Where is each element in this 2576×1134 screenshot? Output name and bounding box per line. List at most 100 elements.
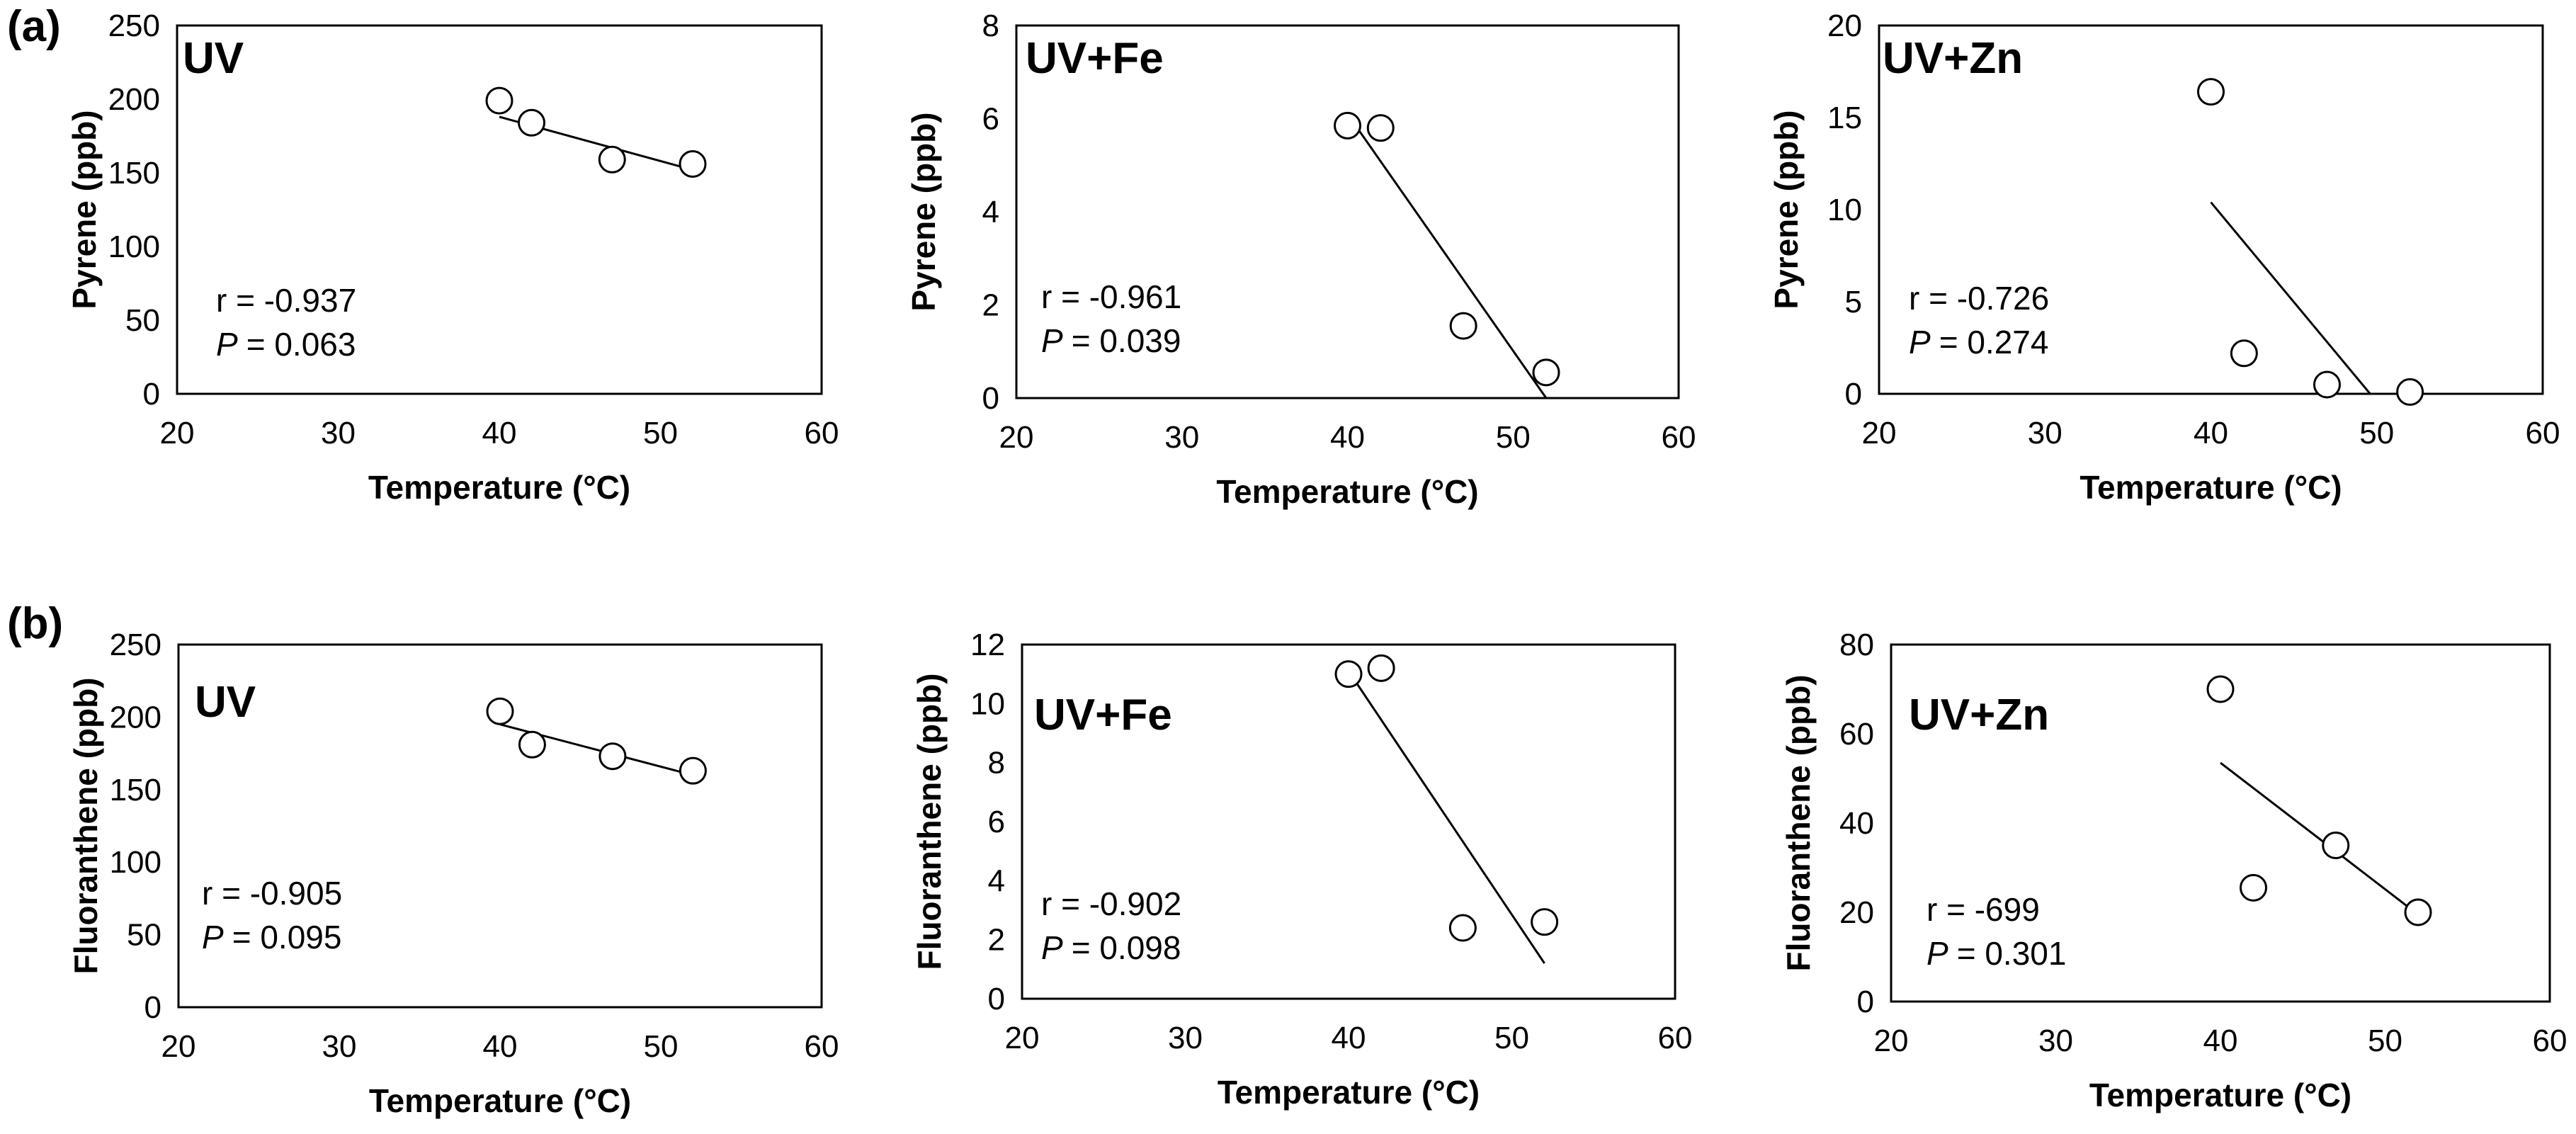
trendline: [1346, 113, 1548, 399]
y-tick-label: 6: [982, 102, 999, 137]
panel-label-b: (b): [7, 599, 64, 648]
x-tick-label: 20: [999, 420, 1034, 455]
y-axis-title: Pyrene (ppb): [66, 110, 103, 309]
chart-a1: 20 30 40 50 60 0 50 100 150 200 250 Temperature (°C…: [66, 8, 839, 506]
plot-frame: [176, 24, 823, 395]
y-tick-label: 0: [982, 381, 999, 416]
x-tick-label: 30: [1168, 1021, 1203, 1055]
x-tick-label: 50: [643, 416, 678, 450]
y-tick-label: 250: [108, 8, 160, 43]
data-point: [485, 86, 514, 115]
y-tick-label: 2: [982, 288, 999, 323]
y-axis-title: Fluoranthene (ppb): [911, 673, 948, 970]
panel-label-a: (a): [7, 2, 61, 51]
trendline: [2220, 761, 2419, 916]
y-tick-label: 60: [1839, 717, 1874, 752]
x-axis-title: Temperature (°C): [1218, 1074, 1480, 1111]
data-point: [2396, 378, 2424, 406]
p-value-line: P = 0.098: [1041, 929, 1181, 966]
panel-title: UV+Zn: [1909, 691, 2049, 739]
x-tick-label: 20: [160, 416, 195, 450]
y-tick-label: 0: [144, 990, 161, 1025]
y-tick-label: 150: [110, 773, 161, 807]
y-tick-label: 50: [125, 303, 160, 338]
x-axis-title: Temperature (°C): [369, 1082, 631, 1119]
x-tick-label: 40: [1330, 420, 1365, 455]
data-point: [1334, 660, 1363, 688]
y-tick-label: 4: [982, 195, 999, 229]
y-tick-label: 50: [127, 918, 161, 953]
data-point: [1448, 914, 1477, 942]
p-value: = 0.098: [1072, 929, 1181, 966]
y-axis-title: Fluoranthene (ppb): [67, 677, 104, 974]
p-value: = 0.039: [1072, 322, 1181, 359]
y-tick-label: 4: [988, 863, 1005, 898]
p-value-line: P = 0.039: [1041, 322, 1181, 359]
data-point: [2313, 370, 2341, 399]
x-tick-label: 40: [483, 1029, 518, 1064]
correlation-r: r = -0.726: [1909, 280, 2049, 317]
x-tick-label: 20: [1862, 416, 1897, 450]
y-tick-label: 200: [110, 700, 161, 735]
data-point: [1334, 111, 1361, 140]
x-tick-label: 40: [2194, 416, 2228, 450]
y-tick-label: 8: [982, 8, 999, 43]
p-value-line: P = 0.095: [202, 919, 341, 956]
data-point: [1532, 358, 1560, 387]
p-value: = 0.063: [246, 326, 356, 363]
data-point: [2322, 832, 2350, 859]
y-tick-label: 10: [1827, 193, 1862, 227]
data-point: [518, 730, 546, 759]
data-point: [679, 756, 707, 785]
p-value-line: P = 0.301: [1927, 935, 2066, 972]
p-value: = 0.301: [1957, 935, 2067, 972]
data-point: [679, 150, 707, 178]
x-tick-label: 50: [1494, 1021, 1529, 1055]
data-point: [1531, 908, 1559, 936]
correlation-r: r = -0.902: [1041, 885, 1181, 922]
x-tick-label: 40: [1332, 1021, 1366, 1055]
y-tick-label: 250: [110, 628, 161, 662]
y-tick-label: 100: [108, 229, 160, 264]
plot-frame: [177, 643, 823, 1009]
y-tick-label: 12: [970, 628, 1005, 662]
y-tick-label: 80: [1839, 628, 1874, 662]
data-point: [486, 697, 514, 725]
panel-title: UV+Fe: [1026, 34, 1164, 83]
y-tick-label: 0: [988, 982, 1005, 1016]
correlation-r: r = -699: [1927, 891, 2040, 928]
y-tick-label: 20: [1827, 8, 1862, 43]
correlation-r: r = -0.937: [216, 282, 356, 319]
data-point: [1449, 312, 1477, 340]
p-symbol: P: [1041, 929, 1063, 966]
chart-b2: 20 30 40 50 60 0 2 4 6 8 10 12 Temperature (°C) Fluor…: [911, 628, 1692, 1111]
y-axis-title: Fluoranthene (ppb): [1780, 674, 1817, 971]
x-tick-label: 60: [805, 1029, 839, 1064]
chart-a2: 20 30 40 50 60 0 2 4 6 8 Temperature (°C) Pyrene (p…: [905, 8, 1696, 510]
trendline: [2210, 201, 2371, 395]
p-value: = 0.095: [232, 919, 342, 956]
y-axis-title: Pyrene (ppb): [1768, 110, 1805, 309]
y-tick-label: 6: [988, 805, 1005, 839]
x-tick-label: 50: [2359, 416, 2394, 450]
data-point: [598, 742, 627, 771]
plot-frame: [1021, 643, 1676, 1000]
y-tick-label: 40: [1839, 806, 1874, 841]
x-tick-label: 50: [644, 1029, 679, 1064]
panel-title: UV: [183, 34, 244, 83]
data-point: [2404, 898, 2432, 926]
x-tick-label: 30: [321, 416, 356, 450]
y-axis-title: Pyrene (ppb): [905, 112, 942, 311]
data-point: [2230, 339, 2258, 368]
y-tick-label: 100: [110, 845, 161, 880]
x-tick-label: 60: [2533, 1024, 2568, 1058]
plot-frame: [1015, 24, 1680, 399]
data-point: [1366, 114, 1395, 142]
y-tick-label: 150: [108, 156, 160, 191]
panel-title: UV+Fe: [1034, 691, 1172, 739]
y-tick-label: 15: [1827, 101, 1862, 135]
x-tick-label: 30: [2028, 416, 2062, 450]
p-value: = 0.274: [1939, 324, 2049, 361]
x-tick-label: 40: [482, 416, 517, 450]
